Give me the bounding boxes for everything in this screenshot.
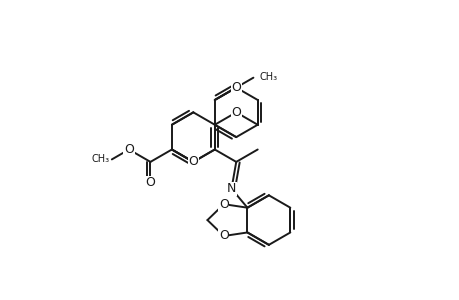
Text: O: O [218, 230, 228, 242]
Text: O: O [145, 176, 155, 189]
Text: CH₃: CH₃ [259, 72, 277, 82]
Text: N: N [226, 182, 235, 195]
Text: CH₃: CH₃ [91, 154, 110, 164]
Text: O: O [231, 81, 241, 94]
Text: O: O [231, 106, 241, 119]
Text: O: O [124, 143, 134, 156]
Text: O: O [218, 198, 228, 211]
Text: O: O [188, 155, 198, 168]
